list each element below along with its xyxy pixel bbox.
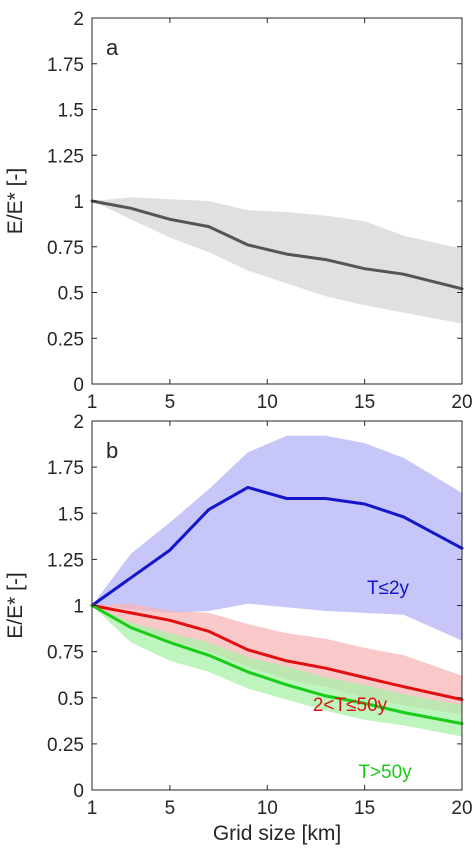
y-tick-label: 0.75 xyxy=(47,238,84,259)
y-tick-label: 1.5 xyxy=(58,504,84,525)
y-tick-label: 1.75 xyxy=(47,55,84,76)
y-tick-label: 0.5 xyxy=(58,689,84,710)
y-tick-label: 0.25 xyxy=(47,735,84,756)
x-tick-label: 5 xyxy=(165,392,176,413)
y-tick-label: 1.25 xyxy=(47,146,84,167)
band-series-0 xyxy=(92,435,462,641)
y-tick-label: 2 xyxy=(73,412,84,433)
y-tick-label: 1.5 xyxy=(58,101,84,122)
x-tick-label: 15 xyxy=(354,392,375,413)
y-tick-label: 0 xyxy=(73,781,84,802)
y-tick-label: 0.75 xyxy=(47,643,84,664)
x-axis-title: Grid size [km] xyxy=(213,822,341,845)
panel-letter: b xyxy=(106,438,118,463)
y-tick-label: 1 xyxy=(73,192,84,213)
x-tick-label: 10 xyxy=(257,798,278,819)
x-tick-label: 15 xyxy=(354,798,375,819)
x-tick-label: 20 xyxy=(451,392,472,413)
y-axis-title: E/E* [-] xyxy=(4,572,27,639)
y-tick-label: 0.25 xyxy=(47,329,84,350)
band-main xyxy=(92,197,462,324)
x-tick-label: 10 xyxy=(257,392,278,413)
series-line-1 xyxy=(90,604,464,702)
series-label-2: T>50y xyxy=(358,762,412,783)
series-line-2 xyxy=(90,604,464,726)
y-tick-label: 0.5 xyxy=(58,284,84,305)
y-tick-label: 0 xyxy=(73,375,84,396)
series-line-0 xyxy=(90,485,464,607)
y-tick-label: 1 xyxy=(73,597,84,618)
y-tick-label: 2 xyxy=(73,9,84,30)
y-tick-label: 1.75 xyxy=(47,458,84,479)
x-tick-label: 1 xyxy=(87,798,98,819)
x-tick-label: 20 xyxy=(451,798,472,819)
series-line-0 xyxy=(90,199,464,291)
y-axis-title: E/E* [-] xyxy=(4,168,27,235)
x-tick-label: 5 xyxy=(165,798,176,819)
x-tick-label: 1 xyxy=(87,392,98,413)
series-label-0: T≤2y xyxy=(367,578,410,599)
y-tick-label: 1.25 xyxy=(47,550,84,571)
panel-letter: a xyxy=(106,35,119,60)
series-label-1: 2<T≤50y xyxy=(313,695,388,716)
